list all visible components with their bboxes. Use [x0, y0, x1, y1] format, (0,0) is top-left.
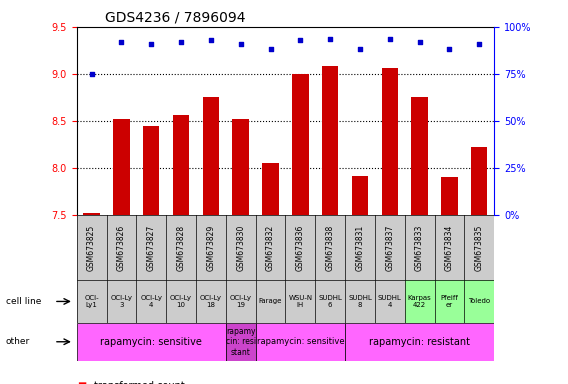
Text: GSM673832: GSM673832: [266, 225, 275, 271]
Text: GSM673828: GSM673828: [177, 225, 186, 271]
Point: [206, 37, 215, 43]
Bar: [77, 215, 107, 280]
Bar: [196, 215, 226, 280]
Text: ■: ■: [77, 381, 86, 384]
Point: [385, 36, 394, 42]
Bar: [143, 126, 160, 215]
Bar: [286, 280, 315, 323]
Bar: [77, 280, 107, 323]
Point: [87, 71, 96, 77]
Point: [475, 41, 484, 47]
Bar: [441, 177, 458, 215]
Bar: [262, 163, 279, 215]
Bar: [345, 280, 375, 323]
Bar: [256, 323, 345, 361]
Text: rapamy
cin: resi
stant: rapamy cin: resi stant: [225, 327, 256, 357]
Text: WSU-N
IH: WSU-N IH: [289, 295, 312, 308]
Text: GSM673829: GSM673829: [206, 225, 215, 271]
Text: Pfeiff
er: Pfeiff er: [441, 295, 458, 308]
Bar: [166, 280, 196, 323]
Text: GSM673837: GSM673837: [385, 225, 394, 271]
Bar: [375, 215, 404, 280]
Bar: [465, 280, 494, 323]
Bar: [232, 119, 249, 215]
Text: transformed count: transformed count: [94, 381, 185, 384]
Text: GSM673831: GSM673831: [356, 225, 365, 271]
Bar: [345, 215, 375, 280]
Bar: [173, 115, 189, 215]
Text: OCI-Ly
18: OCI-Ly 18: [200, 295, 222, 308]
Point: [296, 37, 305, 43]
Bar: [136, 280, 166, 323]
Text: GSM673830: GSM673830: [236, 225, 245, 271]
Point: [147, 41, 156, 47]
Bar: [256, 215, 286, 280]
Text: rapamycin: sensitive: rapamycin: sensitive: [101, 337, 202, 347]
Text: GSM673827: GSM673827: [147, 225, 156, 271]
Text: OCI-Ly
3: OCI-Ly 3: [110, 295, 132, 308]
Point: [415, 39, 424, 45]
Bar: [166, 215, 196, 280]
Bar: [196, 280, 226, 323]
Bar: [256, 280, 286, 323]
Point: [266, 46, 275, 53]
Bar: [83, 213, 100, 215]
Text: SUDHL
4: SUDHL 4: [378, 295, 402, 308]
Text: GSM673833: GSM673833: [415, 225, 424, 271]
Bar: [292, 74, 308, 215]
Text: Farage: Farage: [259, 298, 282, 305]
Text: rapamycin: resistant: rapamycin: resistant: [369, 337, 470, 347]
Bar: [226, 323, 256, 361]
Bar: [405, 280, 435, 323]
Point: [236, 41, 245, 47]
Bar: [435, 280, 465, 323]
Text: OCI-Ly
19: OCI-Ly 19: [229, 295, 252, 308]
Text: GSM673834: GSM673834: [445, 225, 454, 271]
Bar: [345, 323, 494, 361]
Bar: [286, 215, 315, 280]
Bar: [435, 215, 465, 280]
Text: GSM673826: GSM673826: [117, 225, 126, 271]
Point: [356, 46, 365, 53]
Bar: [405, 215, 435, 280]
Bar: [375, 280, 404, 323]
Text: SUDHL
6: SUDHL 6: [318, 295, 342, 308]
Bar: [136, 215, 166, 280]
Point: [177, 39, 186, 45]
Bar: [77, 323, 226, 361]
Bar: [315, 215, 345, 280]
Text: OCI-
Ly1: OCI- Ly1: [84, 295, 99, 308]
Text: Karpas
422: Karpas 422: [408, 295, 432, 308]
Text: SUDHL
8: SUDHL 8: [348, 295, 372, 308]
Bar: [471, 147, 487, 215]
Bar: [315, 280, 345, 323]
Bar: [107, 215, 136, 280]
Bar: [226, 280, 256, 323]
Text: GSM673835: GSM673835: [475, 225, 484, 271]
Point: [325, 36, 335, 42]
Text: OCI-Ly
10: OCI-Ly 10: [170, 295, 192, 308]
Text: OCI-Ly
4: OCI-Ly 4: [140, 295, 162, 308]
Point: [117, 39, 126, 45]
Text: GSM673825: GSM673825: [87, 225, 96, 271]
Text: Toledo: Toledo: [468, 298, 490, 305]
Text: other: other: [6, 337, 30, 346]
Bar: [411, 98, 428, 215]
Bar: [465, 215, 494, 280]
Point: [445, 46, 454, 53]
Bar: [226, 215, 256, 280]
Bar: [352, 175, 368, 215]
Text: cell line: cell line: [6, 297, 41, 306]
Bar: [382, 68, 398, 215]
Bar: [107, 280, 136, 323]
Text: rapamycin: sensitive: rapamycin: sensitive: [257, 337, 344, 346]
Bar: [113, 119, 130, 215]
Bar: [203, 98, 219, 215]
Text: GSM673838: GSM673838: [325, 225, 335, 271]
Text: GSM673836: GSM673836: [296, 225, 305, 271]
Bar: [322, 66, 339, 215]
Text: GDS4236 / 7896094: GDS4236 / 7896094: [105, 11, 245, 25]
